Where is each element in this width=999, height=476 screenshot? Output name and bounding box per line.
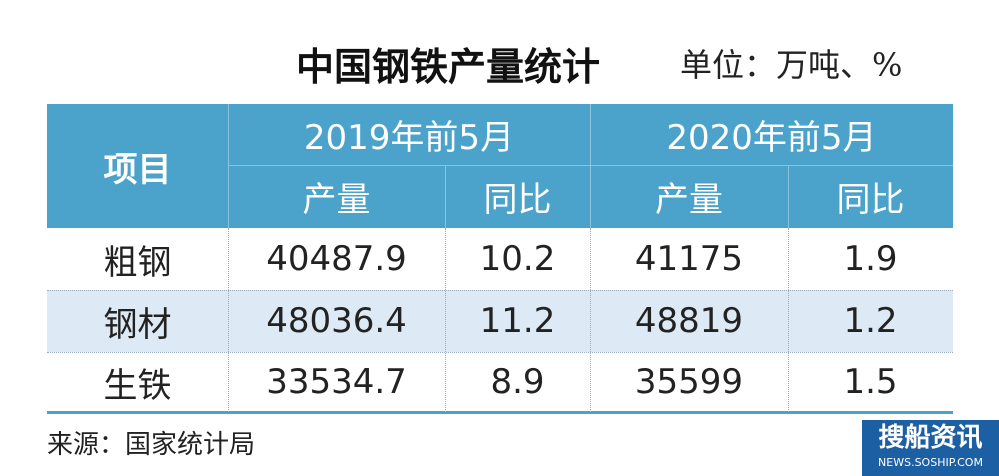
watermark-name: 搜船资讯 bbox=[878, 423, 983, 453]
sub-header: 同比 bbox=[483, 180, 552, 220]
bottom-rule bbox=[47, 411, 953, 414]
header-divider bbox=[788, 165, 789, 228]
value-cell: 41175 bbox=[634, 239, 744, 279]
value-cell: 48036.4 bbox=[266, 301, 407, 341]
watermark: 搜船资讯 NEWS.SOSHIP.COM bbox=[862, 420, 999, 476]
value-cell: 8.9 bbox=[490, 362, 545, 402]
sub-header: 产量 bbox=[655, 180, 723, 220]
value-cell: 1.5 bbox=[843, 362, 898, 402]
unit: 单位：万吨、% bbox=[680, 46, 903, 84]
header-cell: 项目 bbox=[103, 149, 172, 190]
sub-header: 产量 bbox=[302, 180, 371, 220]
column-line bbox=[788, 228, 789, 412]
row-label: 粗钢 bbox=[103, 242, 172, 283]
header-bg bbox=[47, 104, 953, 228]
value-cell: 35599 bbox=[634, 362, 744, 402]
row-label: 钢材 bbox=[103, 304, 172, 345]
watermark-url: NEWS.SOSHIP.COM bbox=[878, 456, 983, 469]
group-header: 2019年前5月 bbox=[303, 118, 515, 158]
header-divider bbox=[590, 104, 591, 228]
header-divider bbox=[445, 165, 446, 228]
row-line bbox=[47, 352, 953, 353]
row-label: 生铁 bbox=[103, 365, 172, 406]
header-divider bbox=[228, 104, 229, 228]
value-cell: 1.9 bbox=[843, 239, 898, 279]
column-line bbox=[445, 228, 446, 412]
value-cell: 33534.7 bbox=[266, 362, 407, 402]
value-cell: 11.2 bbox=[479, 301, 556, 341]
column-line bbox=[228, 228, 229, 412]
row-line bbox=[47, 290, 953, 291]
value-cell: 10.2 bbox=[479, 239, 556, 279]
title: 中国钢铁产量统计 bbox=[296, 45, 601, 89]
value-cell: 40487.9 bbox=[266, 239, 407, 279]
group-header: 2020年前5月 bbox=[666, 118, 877, 158]
column-line bbox=[590, 228, 591, 412]
sub-header: 同比 bbox=[836, 180, 905, 220]
row-band bbox=[47, 290, 953, 352]
value-cell: 1.2 bbox=[843, 301, 898, 341]
source: 来源：国家统计局 bbox=[47, 430, 256, 460]
value-cell: 48819 bbox=[634, 301, 744, 341]
